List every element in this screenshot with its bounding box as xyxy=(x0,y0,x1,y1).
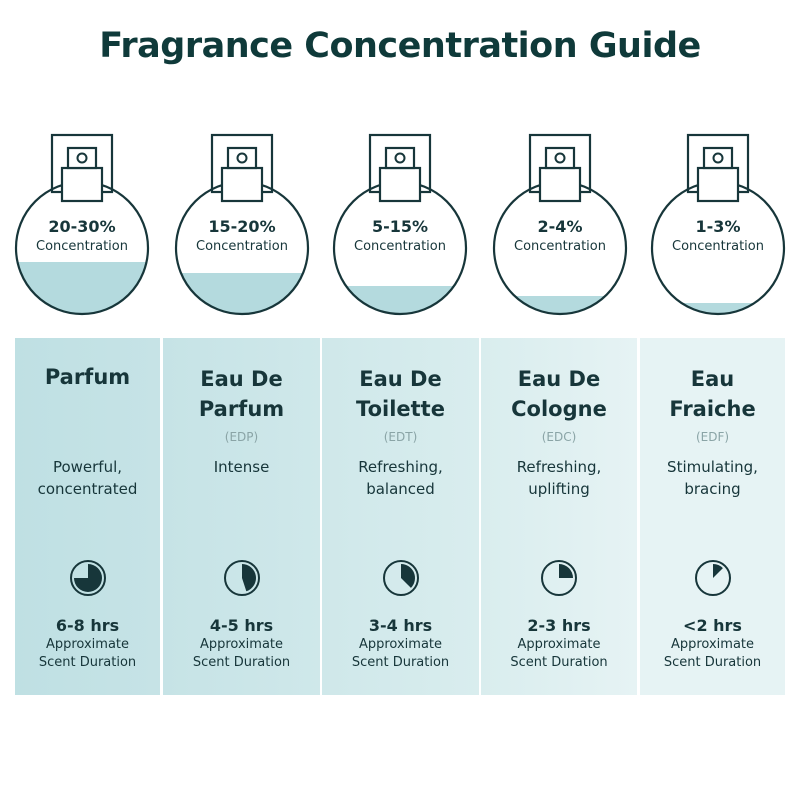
concentration-label: Concentration xyxy=(354,239,446,254)
nozzle xyxy=(554,152,566,164)
concentration-label: Concentration xyxy=(36,239,128,254)
type-description: Intense xyxy=(163,456,320,478)
description-line2: bracing xyxy=(684,480,741,498)
type-column: Eau De Cologne (EDC) Refreshing, uplifting… xyxy=(481,338,637,695)
duration-line1: Approximate xyxy=(670,637,755,652)
duration-line1: Approximate xyxy=(358,637,443,652)
type-abbreviation: (EDF) xyxy=(695,430,730,444)
liquid-fill xyxy=(176,273,308,314)
duration-line1: Approximate xyxy=(199,637,284,652)
type-name: Eau Fraiche xyxy=(640,364,785,424)
scent-duration-hours: 3-4 hrs xyxy=(368,616,433,635)
description-line2: uplifting xyxy=(528,480,590,498)
type-name: Eau De Parfum xyxy=(163,364,320,424)
type-name-line1: Eau De xyxy=(200,367,283,391)
clock-icon xyxy=(382,560,419,596)
sprayer xyxy=(544,146,576,170)
type-description: Powerful, concentrated xyxy=(15,456,160,500)
scent-duration-label: Approximate Scent Duration xyxy=(481,636,637,672)
type-name: Eau De Toilette xyxy=(322,364,479,424)
concentration-percent: 20-30% xyxy=(48,217,115,236)
concentration-percent: 1-3% xyxy=(696,217,741,236)
bottle-neck xyxy=(220,166,264,203)
description-line2: balanced xyxy=(366,480,435,498)
type-abbreviation: (EDC) xyxy=(541,430,577,444)
type-name-line2: Toilette xyxy=(356,397,445,421)
sprayer xyxy=(384,146,416,170)
description-line1: Stimulating, xyxy=(667,458,758,476)
type-name-line1: Eau xyxy=(690,367,735,391)
description-line2: concentrated xyxy=(37,480,138,498)
bottle-neck xyxy=(60,166,104,203)
duration-line2: Scent Duration xyxy=(510,655,608,670)
bottle-3: 2-4% Concentration xyxy=(492,133,628,316)
nozzle xyxy=(394,152,406,164)
scent-duration-hours: 2-3 hrs xyxy=(527,616,591,635)
duration-line2: Scent Duration xyxy=(38,655,137,670)
type-name-line1: Eau De xyxy=(359,367,442,391)
liquid-fill xyxy=(494,296,626,314)
bottle-neck xyxy=(378,166,422,203)
nozzle xyxy=(712,152,724,164)
type-column: Eau De Toilette (EDT) Refreshing, balanced… xyxy=(322,338,479,695)
bottle-4: 1-3% Concentration xyxy=(650,133,786,316)
sprayer xyxy=(66,146,98,170)
sprayer xyxy=(226,146,258,170)
clock-icon xyxy=(541,560,577,596)
scent-duration-hours: 6-8 hrs xyxy=(55,616,120,635)
type-description: Refreshing, uplifting xyxy=(481,456,637,500)
type-description: Stimulating, bracing xyxy=(640,456,785,500)
duration-line2: Scent Duration xyxy=(663,655,762,670)
type-name-line1: Parfum xyxy=(44,365,131,389)
bottles-row: 20-30%Concentration15-20%Concentration5-… xyxy=(14,133,786,316)
type-description: Refreshing, balanced xyxy=(322,456,479,500)
concentration-label: Concentration xyxy=(514,239,606,254)
concentration-percent: 2-4% xyxy=(538,217,583,236)
type-name: Eau De Cologne xyxy=(481,364,637,424)
bottle-2: 5-15% Concentration xyxy=(332,133,468,316)
description-line1: Intense xyxy=(213,458,270,476)
duration-line2: Scent Duration xyxy=(192,655,291,670)
type-abbreviation: (EDP) xyxy=(224,430,259,444)
nozzle xyxy=(236,152,248,164)
sprayer xyxy=(702,146,734,170)
duration-line1: Approximate xyxy=(45,637,130,652)
type-name: Parfum xyxy=(15,362,160,392)
type-name-line2: Fraiche xyxy=(669,397,756,421)
concentration-percent: 15-20% xyxy=(208,217,275,236)
liquid-fill xyxy=(334,286,466,314)
type-name-line2: Parfum xyxy=(198,397,285,421)
clock-icon xyxy=(694,560,731,596)
concentration-label: Concentration xyxy=(196,239,288,254)
type-column: Eau Fraiche (EDF) Stimulating, bracing <2 … xyxy=(640,338,785,695)
bottle-neck xyxy=(538,166,582,203)
scent-duration-label: Approximate Scent Duration xyxy=(163,636,320,672)
type-name-line1: Eau De xyxy=(517,367,601,391)
scent-duration-hours: 4-5 hrs xyxy=(209,616,274,635)
liquid-fill xyxy=(652,303,784,314)
duration-line1: Approximate xyxy=(517,637,601,652)
description-line1: Refreshing, xyxy=(516,458,602,476)
clock-icon xyxy=(223,560,260,596)
bottle-neck xyxy=(696,166,740,203)
description-line1: Powerful, xyxy=(52,458,123,476)
scent-duration-label: Approximate Scent Duration xyxy=(322,636,479,672)
page-title: Fragrance Concentration Guide xyxy=(99,26,701,66)
bottle-0: 20-30% Concentration xyxy=(14,133,150,316)
concentration-percent: 5-15% xyxy=(372,217,428,236)
duration-line2: Scent Duration xyxy=(351,655,450,670)
bottle-1: 15-20% Concentration xyxy=(174,133,310,316)
type-column: Eau De Parfum (EDP) Intense 4-5 hrs Appro… xyxy=(163,338,320,695)
type-column: Parfum Powerful, concentrated 6-8 hrs App… xyxy=(15,338,160,695)
scent-duration-label: Approximate Scent Duration xyxy=(15,636,160,672)
type-name-line2: Cologne xyxy=(511,397,607,421)
liquid-fill xyxy=(16,262,148,314)
concentration-label: Concentration xyxy=(672,239,764,254)
type-abbreviation: (EDT) xyxy=(383,430,418,444)
nozzle xyxy=(76,152,88,164)
description-line1: Refreshing, xyxy=(358,458,443,476)
scent-duration-label: Approximate Scent Duration xyxy=(640,636,785,672)
scent-duration-hours: <2 hrs xyxy=(683,616,742,635)
clock-icon xyxy=(69,560,106,596)
